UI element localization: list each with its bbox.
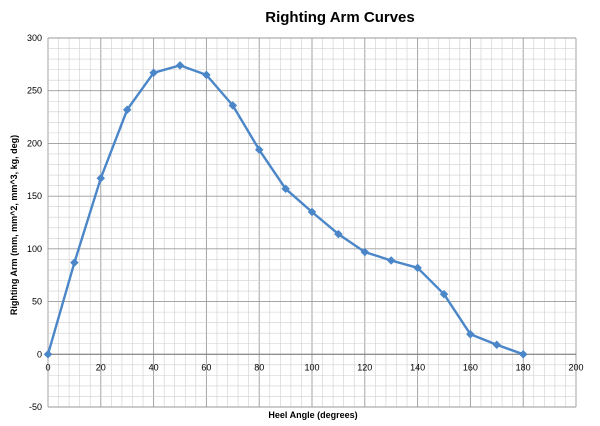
x-tick-label: 200 (568, 362, 583, 372)
y-tick-label: 50 (32, 297, 42, 307)
x-tick-label: 60 (201, 362, 211, 372)
grid-lines (47, 37, 577, 408)
data-point-marker (149, 68, 158, 78)
x-tick-label: 140 (410, 362, 425, 372)
x-tick-label: 80 (254, 362, 264, 372)
y-tick-label: 200 (27, 138, 42, 148)
data-point-marker (518, 349, 528, 359)
y-tick-label: 300 (27, 33, 42, 43)
y-tick-label: 250 (27, 86, 42, 96)
data-point-marker (334, 229, 343, 239)
series-line (46, 64, 524, 356)
y-axis-title: Righting Arm (mm, mm^2, mm^3, kg, deg) (9, 135, 19, 315)
data-point-marker (122, 105, 132, 115)
data-point-marker (386, 256, 396, 265)
data-point-marker (175, 61, 185, 70)
x-tick-label: 40 (149, 362, 159, 372)
y-tick-label: 0 (37, 349, 42, 359)
x-tick-label: 20 (96, 362, 106, 372)
data-point-marker (96, 173, 106, 183)
series-layer (43, 61, 528, 359)
x-tick-label: 100 (304, 362, 319, 372)
chart-title: Righting Arm Curves (265, 9, 414, 26)
data-point-marker (202, 70, 211, 80)
data-point-marker (466, 329, 475, 339)
data-point-marker (228, 101, 238, 110)
data-point-marker (43, 349, 53, 359)
data-point-marker (439, 289, 449, 299)
x-axis-title: Heel Angle (degrees) (268, 410, 357, 420)
data-point-marker (413, 263, 422, 273)
data-point-marker (254, 145, 264, 155)
data-point-marker (307, 207, 317, 217)
tick-labels: 0 20 40 60 80 100 120 140 160 180 200 -50 0 50 100 150 2… (27, 33, 584, 412)
x-tick-label: 180 (516, 362, 531, 372)
y-tick-label: 150 (27, 191, 42, 201)
data-point-marker (281, 184, 290, 194)
data-point-marker (360, 247, 370, 257)
x-tick-label: 0 (45, 362, 50, 372)
y-tick-label: -50 (29, 402, 42, 412)
data-point-marker (70, 258, 79, 267)
x-tick-label: 160 (463, 362, 478, 372)
data-point-marker (492, 340, 502, 350)
x-tick-label: 120 (357, 362, 372, 372)
y-tick-label: 100 (27, 244, 42, 254)
